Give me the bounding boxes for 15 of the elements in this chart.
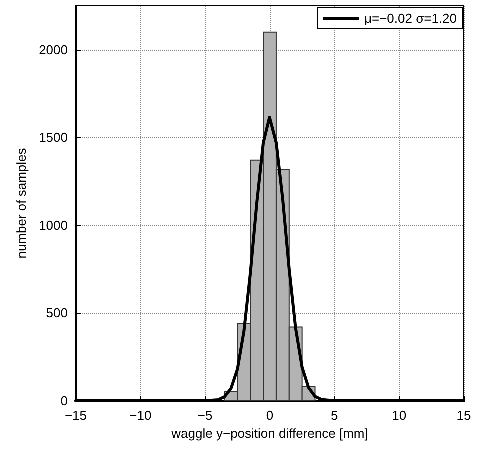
y-tick-label: 500: [46, 306, 68, 321]
x-axis-title: waggle y−position difference [mm]: [170, 426, 368, 441]
x-tick-label: 5: [331, 408, 338, 423]
y-tick-label: 1500: [39, 130, 68, 146]
x-tick-label: 0: [266, 408, 274, 423]
y-tick-label: 1000: [39, 218, 68, 233]
x-tick-label: −15: [64, 408, 88, 423]
legend-label: μ=−0.02 σ=1.20: [364, 11, 458, 26]
x-tick-label: −10: [130, 408, 152, 423]
x-tick-label: 10: [392, 408, 407, 423]
y-axis-title: number of samples: [14, 148, 30, 259]
x-tick-label: 15: [456, 408, 472, 423]
x-tick-label: −5: [198, 408, 213, 423]
y-tick-label: 2000: [39, 42, 68, 58]
y-tick-label: 0: [60, 394, 68, 408]
